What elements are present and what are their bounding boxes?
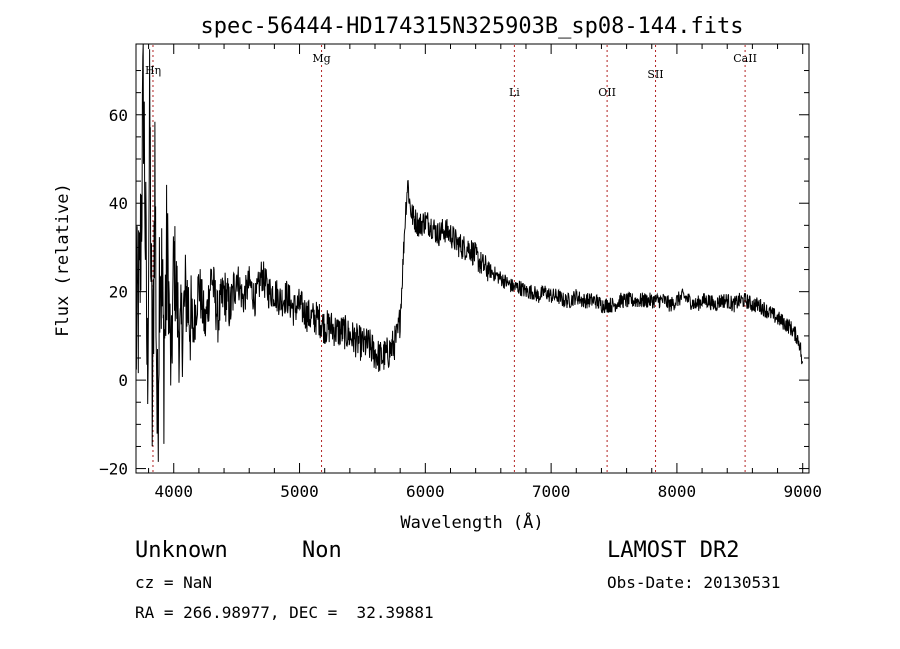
redshift-value: cz = NaN — [135, 573, 213, 592]
line-marker-label: OII — [598, 86, 616, 99]
coordinates: RA = 266.98977, DEC = 32.39881 — [135, 603, 434, 622]
x-tick-label: 7000 — [532, 482, 571, 501]
y-tick-label: 40 — [109, 194, 128, 213]
line-marker-label: Mg — [312, 52, 330, 65]
object-subclass: Non — [302, 538, 342, 563]
x-tick-label: 4000 — [154, 482, 193, 501]
y-tick-label: 60 — [109, 106, 128, 125]
x-tick-label: 6000 — [406, 482, 445, 501]
y-tick-label: −20 — [99, 460, 128, 479]
line-marker-label: SII — [647, 68, 663, 81]
x-tick-label: 5000 — [280, 482, 319, 501]
x-axis-label: Wavelength (Å) — [400, 511, 543, 533]
line-marker-label: Li — [509, 86, 520, 99]
x-tick-label: 9000 — [783, 482, 822, 501]
y-tick-label: 20 — [109, 283, 128, 302]
line-markers: Hη Mg Li OII SII CaII — [145, 45, 757, 472]
axis-ticks: 4000 5000 6000 7000 8000 9000 −20 0 20 40 60 — [99, 44, 822, 501]
chart-title: spec-56444-HD174315N325903B_sp08-144.fit… — [200, 14, 743, 39]
y-axis-label: Flux (relative) — [53, 183, 73, 337]
line-marker-label: Hη — [145, 64, 161, 77]
spectrum-chart: spec-56444-HD174315N325903B_sp08-144.fit… — [53, 14, 822, 533]
survey-name: LAMOST DR2 — [607, 538, 740, 563]
x-tick-label: 8000 — [658, 482, 697, 501]
object-class: Unknown — [135, 538, 228, 563]
plot-frame — [135, 43, 810, 474]
spectrum-series-line — [135, 43, 803, 462]
observation-date: Obs-Date: 20130531 — [607, 573, 781, 592]
line-marker-label: CaII — [733, 52, 757, 65]
y-tick-label: 0 — [118, 371, 128, 390]
